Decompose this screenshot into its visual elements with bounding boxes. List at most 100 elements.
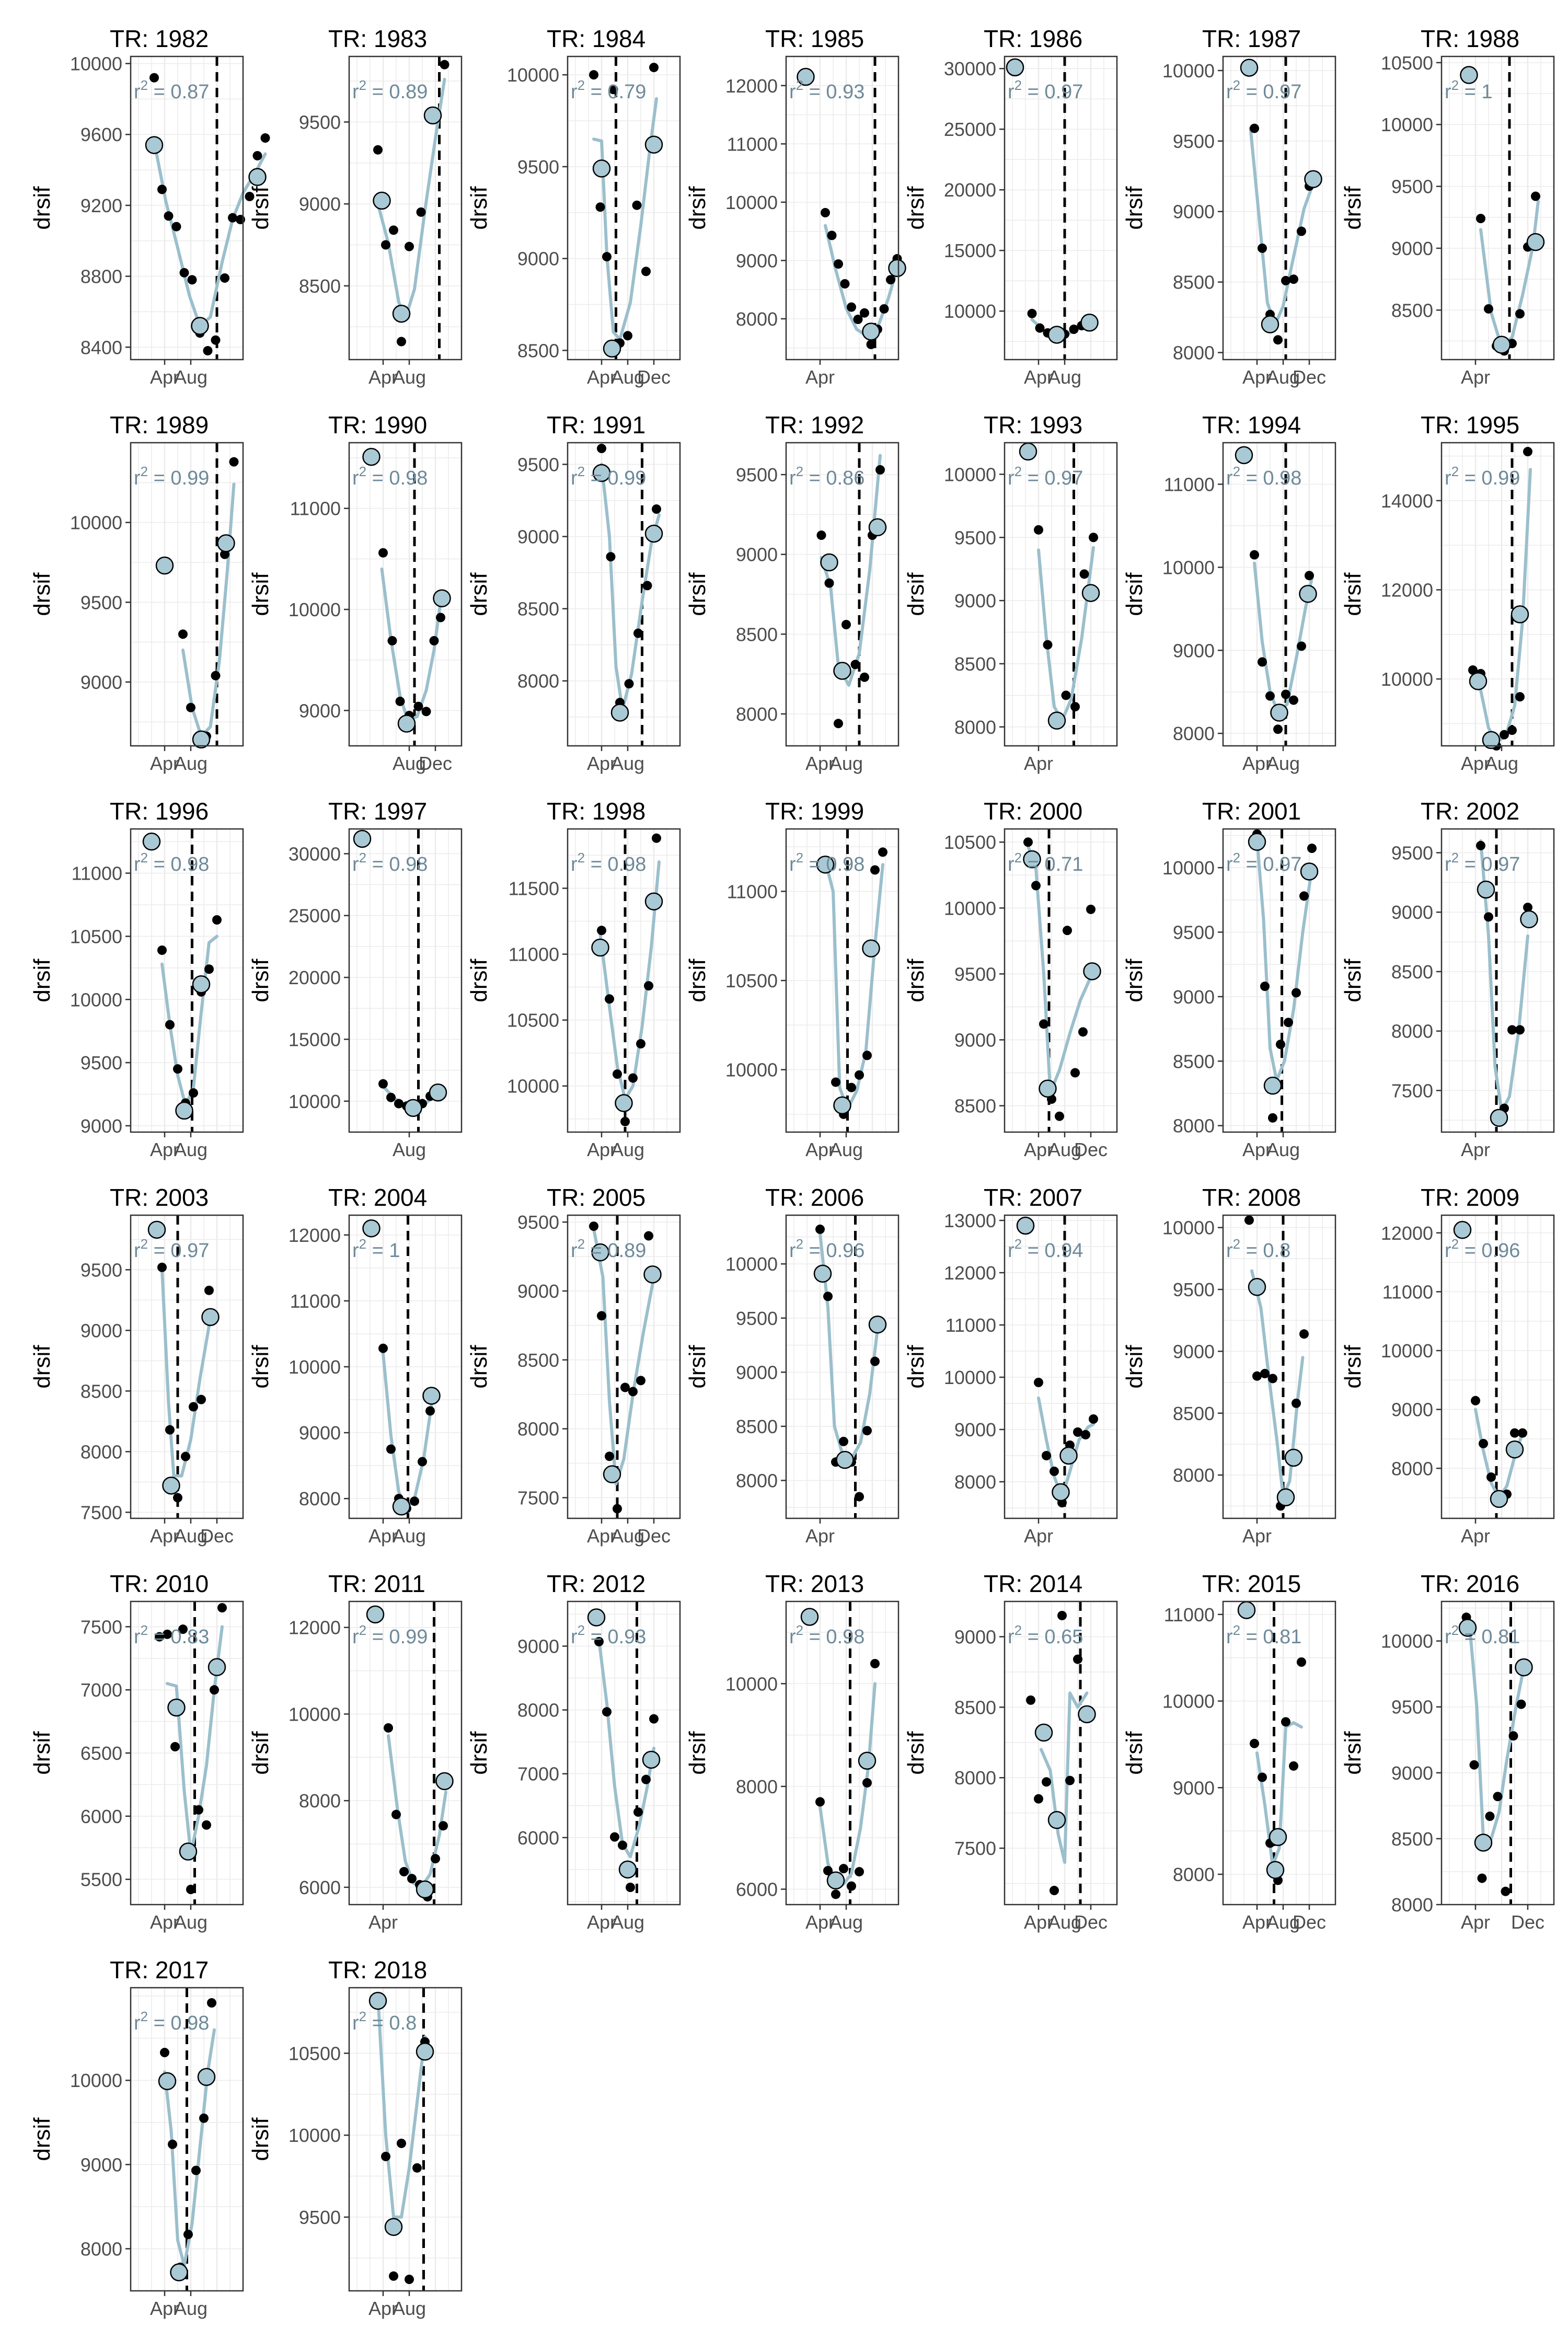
gridlines	[1005, 1601, 1117, 1905]
panel-background	[1223, 56, 1335, 360]
r2-label: r2 = 0.98	[134, 850, 209, 875]
key-point	[615, 1094, 633, 1112]
y-tick-label: 8500	[954, 653, 996, 675]
data-point	[613, 1504, 622, 1514]
x-tick-label: Apr	[1461, 753, 1490, 774]
data-point	[389, 225, 398, 235]
data-point	[855, 1492, 864, 1502]
panel-border	[130, 442, 244, 747]
x-tick-label: Aug	[611, 1525, 644, 1547]
r2-label: r2 = 0.65	[1008, 1622, 1083, 1648]
data-point	[1281, 275, 1290, 285]
y-tick-label: 7000	[517, 1763, 559, 1785]
panel-background	[1223, 1601, 1335, 1905]
data-point	[597, 926, 606, 936]
key-point	[592, 159, 611, 178]
key-point	[368, 1991, 387, 2010]
data-point	[1297, 1657, 1306, 1667]
panel-border	[785, 55, 900, 361]
key-point	[392, 1497, 411, 1516]
data-point	[1089, 533, 1098, 543]
y-axis-title: drsif	[685, 1731, 710, 1775]
x-tick-label: Apr	[1024, 366, 1053, 388]
panel-border	[1440, 442, 1555, 747]
y-tick-label: 11000	[1164, 1604, 1215, 1625]
data-point	[831, 1077, 840, 1087]
data-point	[1523, 903, 1532, 913]
data-point	[641, 267, 651, 276]
facet-panel: TR: 2003 r2 = 0.97 7500 8000 8500 9000 9500 Apr…	[29, 1184, 244, 1547]
key-point	[1039, 1079, 1057, 1098]
y-tick-label: 9000	[517, 526, 559, 548]
data-point	[149, 73, 159, 83]
y-axis-title: drsif	[1340, 572, 1366, 616]
panel-title: TR: 1982	[110, 25, 209, 52]
data-point	[1073, 1654, 1082, 1664]
data-point	[605, 994, 614, 1004]
key-point	[1520, 910, 1538, 929]
y-tick-label: 11000	[727, 133, 778, 155]
data-point	[602, 252, 612, 262]
y-tick-label: 9500	[517, 454, 559, 475]
data-point	[1035, 323, 1045, 333]
panel-title: TR: 2014	[984, 1570, 1082, 1597]
x-tick-label: Apr	[1461, 1525, 1490, 1547]
x-tick-label: Aug	[1048, 366, 1081, 388]
r2-label: r2 = 0.83	[134, 1622, 209, 1648]
key-point	[1248, 1278, 1266, 1296]
panel-background	[349, 829, 462, 1132]
y-tick-label: 5500	[80, 1869, 122, 1890]
y-tick-label: 8500	[1391, 961, 1433, 983]
data-point	[405, 241, 414, 251]
panel-border	[1222, 828, 1336, 1133]
r2-label: r2 = 0.98	[571, 850, 646, 875]
y-tick-label: 12000	[289, 1225, 341, 1246]
x-tick-label: Aug	[393, 1525, 426, 1547]
data-point	[636, 1039, 645, 1049]
panel-border	[785, 1600, 900, 1906]
data-point	[633, 628, 643, 638]
key-point	[591, 938, 609, 957]
y-axis-title: drsif	[248, 959, 273, 1002]
x-tick-label: Aug	[1048, 1911, 1081, 1933]
data-point	[171, 222, 181, 232]
data-point	[1031, 881, 1041, 891]
key-point	[191, 317, 209, 335]
panel-border	[1222, 442, 1336, 747]
data-point	[633, 1807, 643, 1817]
data-point	[386, 1092, 396, 1102]
r2-label: r2 = 1	[352, 1236, 400, 1262]
y-axis-title: drsif	[466, 1731, 492, 1775]
key-point	[1300, 862, 1319, 881]
data-point	[847, 1082, 856, 1092]
gridlines	[1442, 1601, 1554, 1905]
data-point	[395, 696, 405, 706]
panel-border	[567, 1600, 681, 1906]
y-axis-title: drsif	[466, 1345, 492, 1389]
x-tick-label: Dec	[419, 753, 452, 774]
y-tick-label: 12000	[289, 1617, 341, 1639]
data-point	[194, 1805, 203, 1815]
data-point	[827, 230, 837, 240]
x-tick-label: Dec	[1074, 1911, 1108, 1933]
key-point	[816, 855, 835, 874]
r2-label: r2 = 0.94	[1008, 1236, 1083, 1262]
panel-background	[1442, 443, 1554, 746]
data-point	[1244, 1215, 1254, 1225]
data-point	[252, 151, 262, 160]
key-point	[1081, 584, 1100, 602]
y-tick-label: 9000	[1391, 902, 1433, 923]
panel-border	[785, 1214, 900, 1519]
y-tick-label: 15000	[944, 240, 996, 261]
y-tick-label: 9500	[1173, 131, 1215, 152]
key-point	[175, 1101, 193, 1120]
y-axis-title: drsif	[1122, 186, 1147, 230]
r2-label: r2 = 0.99	[134, 464, 209, 489]
data-point	[597, 444, 606, 454]
data-point	[628, 1073, 638, 1083]
facet-panel: TR: 1987 r2 = 0.97 8000 8500 9000 9500 10000 Ap…	[1122, 25, 1336, 388]
key-point	[1511, 605, 1529, 624]
